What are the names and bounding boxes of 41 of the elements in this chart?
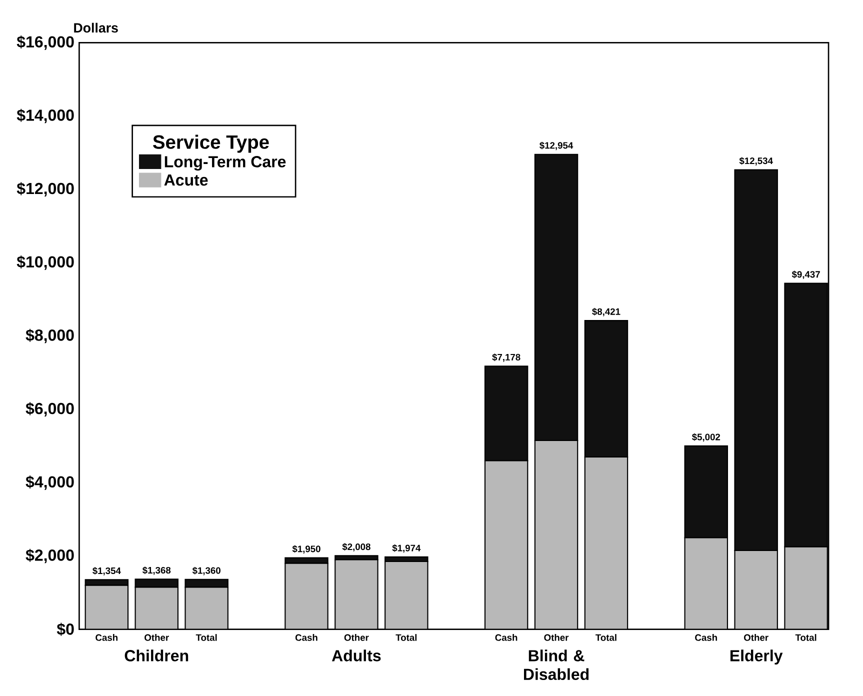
text: Elderly	[730, 650, 783, 665]
text: Blind & Disabled	[524, 650, 589, 680]
total-label: $5,002	[692, 433, 720, 442]
total-label: $9,437	[792, 270, 820, 280]
legend-title: Service Type	[153, 134, 269, 153]
total-label: $8,421	[592, 308, 620, 316]
x-tick-label: Total	[596, 634, 616, 641]
total-label: $7,178	[492, 354, 520, 362]
x-tick-label: Other	[344, 634, 369, 641]
text: Children	[124, 650, 188, 662]
x-tick-label: Cash	[295, 634, 318, 641]
legend-label: Long-Term Care	[164, 156, 286, 171]
legend-label: Acute	[164, 174, 208, 186]
x-tick-label: Other	[544, 634, 569, 641]
y-tick-label: $12,000	[16, 182, 74, 196]
y-tick-label: $0	[56, 622, 74, 636]
y-axis-title: Dollars	[74, 22, 118, 33]
total-label: $1,354	[92, 567, 121, 576]
y-tick-label: $8,000	[26, 328, 74, 344]
y-tick-label: $4,000	[26, 475, 74, 490]
total-label: $12,954	[540, 142, 574, 150]
total-label: $2,008	[342, 543, 370, 552]
x-tick-label: Cash	[495, 634, 518, 641]
x-tick-label: Cash	[96, 634, 118, 641]
y-tick-label: $14,000	[16, 108, 74, 124]
total-label: $1,360	[192, 566, 220, 576]
x-tick-label: Other	[744, 634, 768, 641]
x-tick-label: Cash	[695, 634, 717, 641]
total-label: $1,950	[292, 545, 320, 554]
total-label: $12,534	[739, 157, 773, 166]
x-tick-label: Total	[795, 634, 816, 641]
text: Adults	[332, 650, 381, 662]
total-label: $1,974	[392, 544, 421, 553]
y-tick-label: $10,000	[16, 255, 74, 270]
y-tick-label: $16,000	[16, 35, 74, 50]
total-label: $1,368	[142, 566, 171, 575]
x-tick-label: Other	[144, 634, 169, 641]
x-tick-label: Total	[196, 634, 217, 641]
x-tick-label: Total	[396, 634, 417, 641]
y-tick-label: $2,000	[26, 548, 74, 564]
y-tick-label: $6,000	[26, 402, 74, 416]
